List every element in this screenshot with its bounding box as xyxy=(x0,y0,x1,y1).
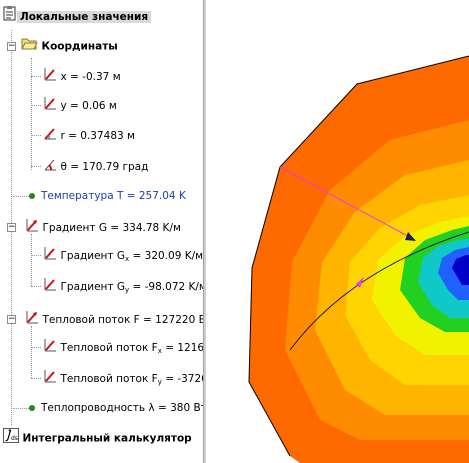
collapse-toggle-gradient[interactable]: − xyxy=(7,222,16,232)
radius-icon xyxy=(43,126,57,146)
tree-item-coords[interactable]: Координаты xyxy=(21,37,118,55)
gradient-y-prefix: Градиент G xyxy=(60,281,126,293)
tree-item-heat-flux[interactable]: Тепловой поток F = 127220 Вт/ xyxy=(25,310,203,328)
tree-item-integral-calculator[interactable]: ds Интегральный калькулятор xyxy=(3,428,192,446)
heat-flux-x-subscript: x xyxy=(157,347,162,355)
tree-item-conductivity[interactable]: Теплопроводность λ = 380 Вт/К xyxy=(41,399,203,417)
heat-flux-x-value: = 121630 xyxy=(165,342,203,354)
report-icon xyxy=(3,6,17,27)
local-values-tree: Локальные значения − Координаты x = -0.3… xyxy=(0,0,203,463)
coordinate-y-icon xyxy=(43,96,57,116)
tree-item-gradient[interactable]: Градиент G = 334.78 K/м xyxy=(25,218,181,236)
tree-item-x[interactable]: x = -0.37 м xyxy=(43,67,121,85)
temperature-contour-plot xyxy=(248,55,469,463)
gradient-x-icon xyxy=(43,246,57,266)
tree-item-gradient-x[interactable]: Градиент Gx = 320.09 K/м xyxy=(43,246,203,264)
heat-flux-y-prefix: Тепловой поток F xyxy=(60,373,158,385)
angle-icon xyxy=(43,157,57,177)
temperature-field-view[interactable] xyxy=(206,0,469,463)
gradient-x-prefix: Градиент G xyxy=(60,250,126,262)
r-value: r = 0.37483 м xyxy=(60,130,135,142)
gradient-y-icon xyxy=(43,277,57,297)
svg-text:ds: ds xyxy=(11,435,18,442)
integral-calculator-label: Интегральный калькулятор xyxy=(22,432,192,445)
heat-flux-vector-icon xyxy=(25,310,39,330)
conductivity-bullet-icon xyxy=(29,405,35,411)
theta-value: θ = 170.79 град xyxy=(60,161,149,173)
y-value: y = 0.06 м xyxy=(60,100,117,112)
conductivity-value: Теплопроводность λ = 380 Вт/К xyxy=(41,402,203,414)
collapse-toggle-coords[interactable]: − xyxy=(7,41,16,51)
coordinate-x-icon xyxy=(43,67,57,87)
temperature-bullet-icon xyxy=(29,193,35,199)
panel-splitter[interactable] xyxy=(203,0,206,463)
tree-item-heat-flux-x[interactable]: Тепловой поток Fx = 121630 xyxy=(43,338,203,356)
tree-item-theta[interactable]: θ = 170.79 град xyxy=(43,157,148,175)
integral-icon: ds xyxy=(3,428,19,449)
x-value: x = -0.37 м xyxy=(60,71,121,83)
heat-flux-value: Тепловой поток F = 127220 Вт/ xyxy=(42,314,204,326)
temperature-value: Температура T = 257.04 K xyxy=(41,190,186,202)
gradient-y-value: = -98.072 K/м xyxy=(129,281,204,293)
folder-open-icon xyxy=(21,37,38,56)
heat-flux-x-icon xyxy=(43,338,57,358)
tree-item-heat-flux-y[interactable]: Тепловой поток Fy = -37268 xyxy=(43,369,203,387)
gradient-x-subscript: x xyxy=(125,255,130,263)
heat-flux-x-prefix: Тепловой поток F xyxy=(60,342,158,354)
tree-item-local-values[interactable]: Локальные значения xyxy=(3,6,152,27)
gradient-y-subscript: y xyxy=(125,286,130,294)
tree-item-gradient-y[interactable]: Градиент Gy = -98.072 K/м xyxy=(43,277,203,295)
local-values-label: Локальные значения xyxy=(17,10,152,23)
heat-flux-y-icon xyxy=(43,369,57,389)
collapse-toggle-heat-flux[interactable]: − xyxy=(7,314,16,324)
tree-item-r[interactable]: r = 0.37483 м xyxy=(43,126,135,144)
coords-label: Координаты xyxy=(41,40,118,53)
gradient-vector-icon xyxy=(25,218,39,238)
heat-flux-y-subscript: y xyxy=(157,378,162,386)
heat-flux-y-value: = -37268 xyxy=(165,373,203,385)
gradient-value: Градиент G = 334.78 K/м xyxy=(42,222,181,234)
gradient-x-value: = 320.09 K/м xyxy=(129,250,204,262)
tree-item-y[interactable]: y = 0.06 м xyxy=(43,96,117,114)
tree-item-temperature[interactable]: Температура T = 257.04 K xyxy=(41,187,186,205)
